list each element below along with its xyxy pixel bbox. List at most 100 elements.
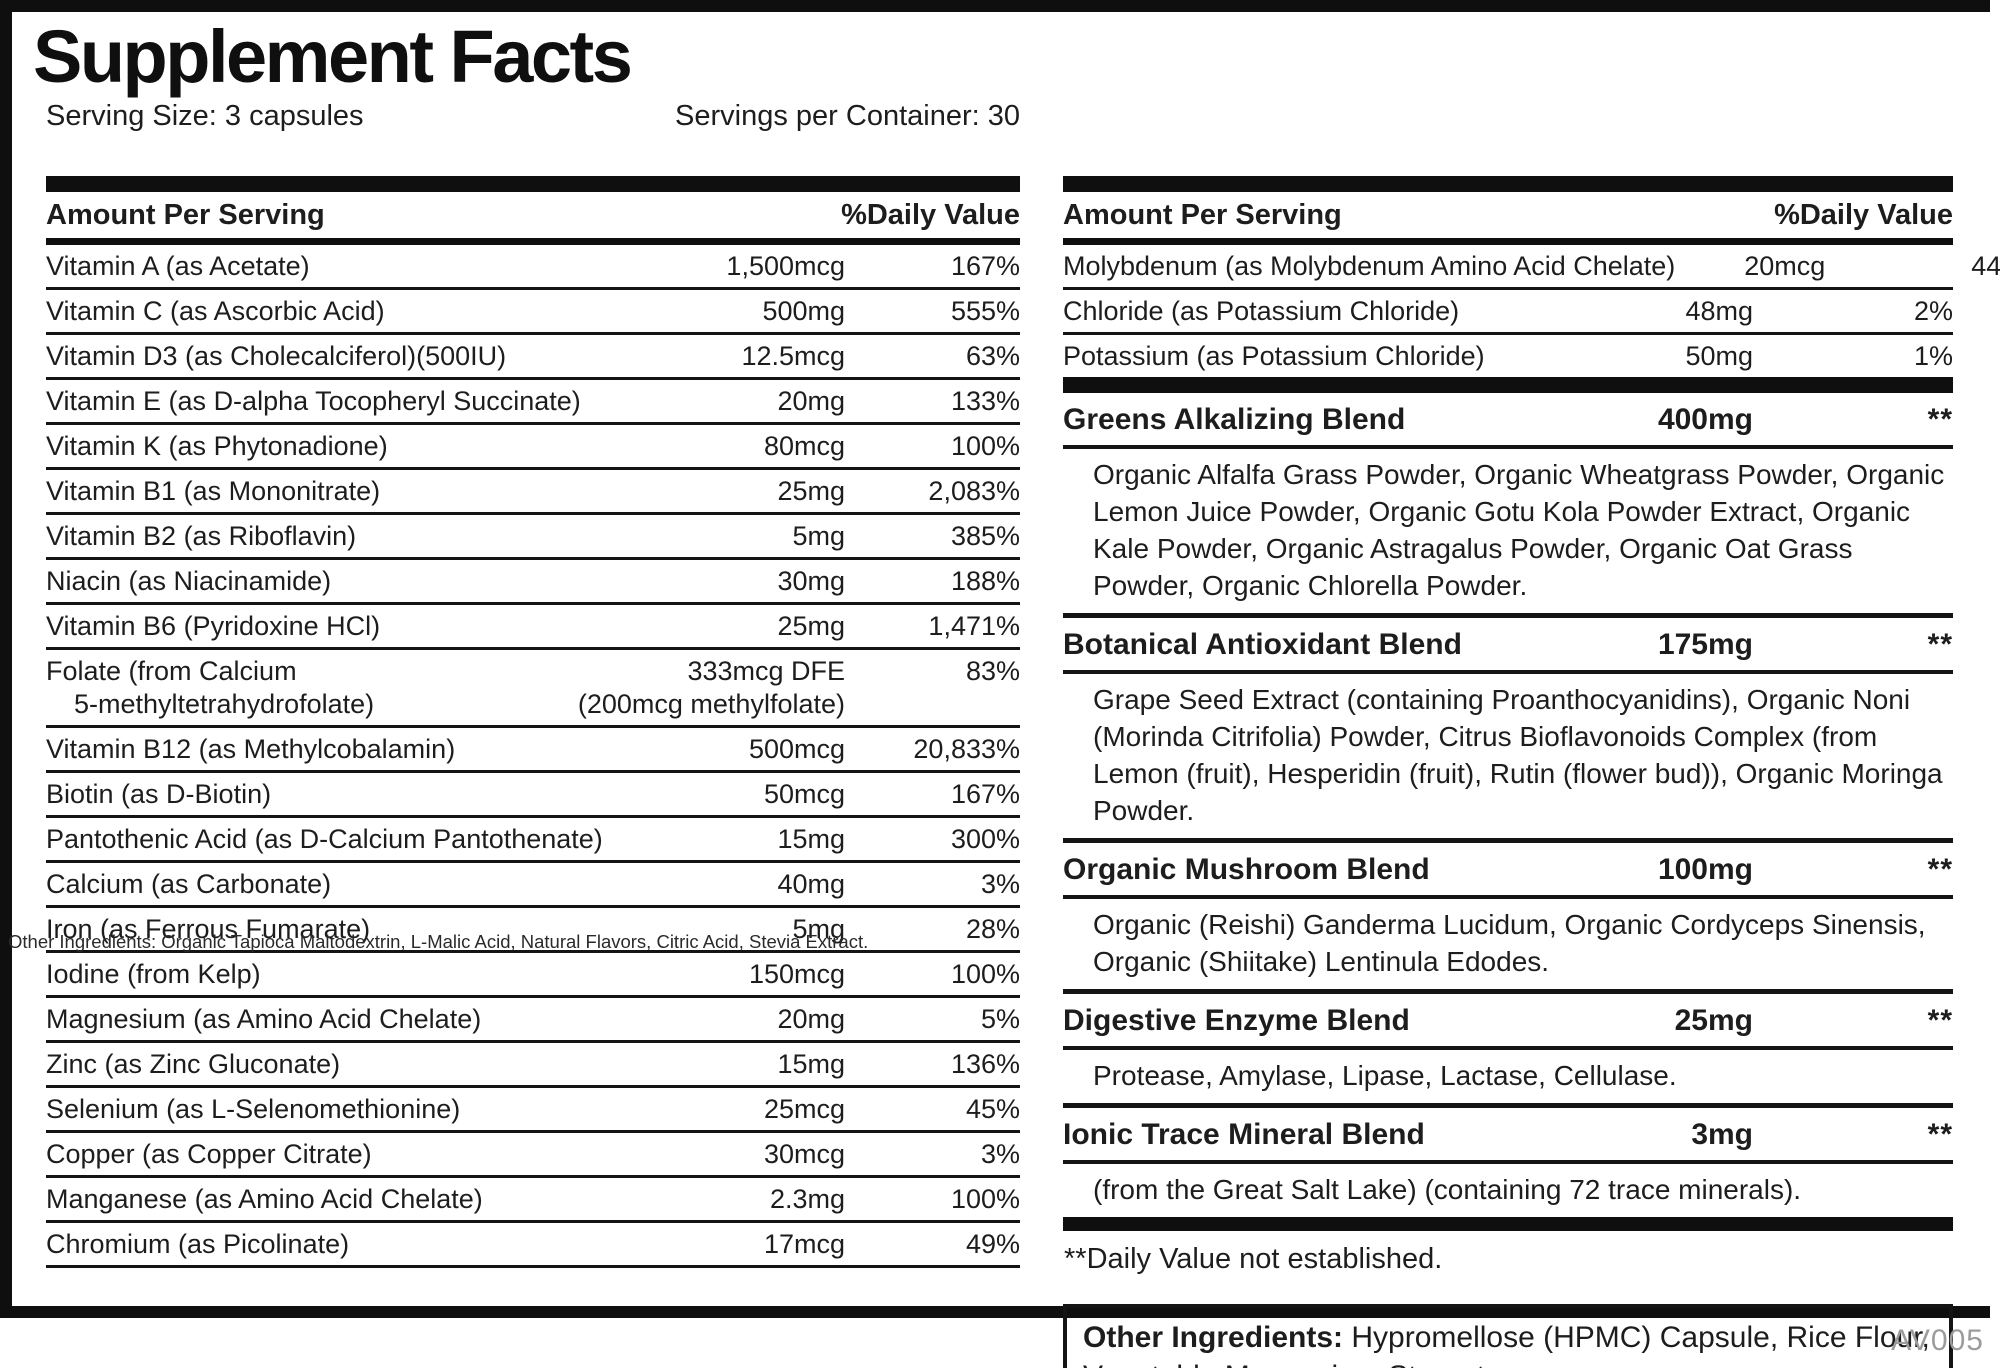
nutrient-row: Biotin (as D-Biotin) 50mcg 167%: [46, 773, 1020, 818]
blend-daily-value: **: [1927, 403, 1953, 436]
nutrient-daily-value: 385%: [950, 521, 1020, 551]
nutrient-daily-value: 2%: [1913, 296, 1953, 326]
nutrient-name: Vitamin E (as D-alpha Tocopheryl Succina…: [46, 385, 645, 418]
nutrient-daily-value: 300%: [950, 824, 1020, 854]
nutrient-name: Vitamin D3 (as Cholecalciferol)(500IU): [46, 340, 645, 373]
nutrient-name: Vitamin B2 (as Riboflavin): [46, 520, 645, 553]
nutrient-row: Vitamin B1 (as Mononitrate) 25mg 2,083%: [46, 470, 1020, 515]
blend-description: Organic Alfalfa Grass Powder, Organic Wh…: [1063, 449, 1953, 618]
right-nutrients-column: Amount Per Serving %Daily Value Molybden…: [1063, 176, 2000, 1368]
nutrient-name-line: Vitamin E (as D-alpha Tocopheryl Succina…: [46, 386, 581, 416]
nutrient-name-line: Potassium (as Potassium Chloride): [1063, 341, 1485, 371]
nutrient-row: Vitamin B6 (Pyridoxine HCl) 25mg 1,471%: [46, 605, 1020, 650]
nutrient-row: Selenium (as L-Selenomethionine) 25mcg 45%: [46, 1088, 1020, 1133]
nutrient-name-line: Molybdenum (as Molybdenum Amino Acid Che…: [1063, 251, 1676, 281]
blend-amount: 25mg: [1674, 1004, 1753, 1037]
nutrient-name: Manganese (as Amino Acid Chelate): [46, 1183, 645, 1216]
nutrient-name: Iodine (from Kelp): [46, 958, 645, 991]
blend-amount: 400mg: [1657, 403, 1753, 436]
nutrient-row: Vitamin C (as Ascorbic Acid) 500mg 555%: [46, 290, 1020, 335]
nutrient-name: Vitamin B6 (Pyridoxine HCl): [46, 610, 645, 643]
nutrient-row: Folate (from Calcium 5-methyltetrahydrofo…: [46, 650, 1020, 728]
nutrient-daily-value: 1,471%: [928, 611, 1020, 641]
blends-bottom-bar: [1063, 1217, 1953, 1231]
nutrient-name-line: Vitamin K (as Phytonadione): [46, 431, 388, 461]
nutrient-amount: 17mcg: [645, 1228, 845, 1261]
blend-header-row: Organic Mushroom Blend 100mg **: [1063, 843, 1953, 899]
nutrient-row: Chloride (as Potassium Chloride) 48mg 2%: [1063, 290, 1953, 335]
nutrient-daily-value: 28%: [965, 914, 1020, 944]
blend-description: Grape Seed Extract (containing Proanthoc…: [1063, 674, 1953, 843]
nutrient-name-line: Iodine (from Kelp): [46, 959, 261, 989]
nutrient-amount-line: 500mcg: [748, 734, 845, 764]
nutrient-amount: 25mg: [645, 610, 845, 643]
nutrient-name: Selenium (as L-Selenomethionine): [46, 1093, 645, 1126]
nutrient-name-line: Chromium (as Picolinate): [46, 1229, 350, 1259]
nutrient-amount-line: 30mg: [777, 566, 845, 596]
nutrient-daily-value: 100%: [950, 1184, 1020, 1214]
nutrient-amount-line: 80mcg: [763, 431, 845, 461]
nutrient-name: Magnesium (as Amino Acid Chelate): [46, 1003, 645, 1036]
nutrient-amount-line: 500mg: [762, 296, 845, 326]
nutrient-name-line: Zinc (as Zinc Gluconate): [46, 1049, 341, 1079]
nutrient-amount-line: 20mg: [777, 386, 845, 416]
nutrient-daily-value: 44%: [1971, 251, 2000, 281]
label-version-code: AV005: [1891, 1324, 1984, 1357]
nutrient-name-line: Vitamin B1 (as Mononitrate): [46, 476, 381, 506]
blend-name: Organic Mushroom Blend: [1063, 853, 1430, 886]
nutrient-name-line: Copper (as Copper Citrate): [46, 1139, 372, 1169]
nutrient-daily-value: 133%: [950, 386, 1020, 416]
nutrient-amount: 12.5mcg: [645, 340, 845, 373]
nutrient-amount-line: 15mg: [777, 1049, 845, 1079]
nutrient-name-line: Vitamin D3 (as Cholecalciferol)(500IU): [46, 341, 507, 371]
nutrient-row: Niacin (as Niacinamide) 30mg 188%: [46, 560, 1020, 605]
nutrient-amount-line: 50mcg: [763, 779, 845, 809]
nutrient-name: Pantothenic Acid (as D-Calcium Pantothen…: [46, 823, 645, 856]
nutrient-amount-line: 40mg: [777, 869, 845, 899]
nutrient-row: Copper (as Copper Citrate) 30mcg 3%: [46, 1133, 1020, 1178]
other-ingredients-text: Hypromellose (HPMC) Capsule, Rice Flour,…: [1083, 1321, 1930, 1368]
serving-info-row: Serving Size: 3 capsules Servings per Co…: [46, 100, 1020, 133]
nutrient-amount: 80mcg: [645, 430, 845, 463]
blend-daily-value: **: [1927, 1004, 1953, 1037]
nutrient-amount: 15mg: [645, 823, 845, 856]
nutrient-amount: 5mg: [645, 913, 845, 946]
nutrient-row: Calcium (as Carbonate) 40mg 3%: [46, 863, 1020, 908]
nutrient-daily-value: 3%: [980, 1139, 1020, 1169]
nutrient-amount: 50mcg: [645, 778, 845, 811]
other-ingredients-label: Other Ingredients:: [1083, 1321, 1344, 1354]
blend-name: Botanical Antioxidant Blend: [1063, 628, 1462, 661]
nutrient-daily-value: 83%: [965, 656, 1020, 686]
nutrient-name-line: Calcium (as Carbonate): [46, 869, 332, 899]
blend-name: Ionic Trace Mineral Blend: [1063, 1118, 1425, 1151]
nutrient-amount-line: 25mg: [777, 611, 845, 641]
blends-top-bar: [1063, 377, 1953, 393]
nutrient-row: Zinc (as Zinc Gluconate) 15mg 136%: [46, 1043, 1020, 1088]
blends-section: Greens Alkalizing Blend 400mg ** Organic Al…: [1063, 393, 1953, 1217]
nutrient-amount: 500mcg: [645, 733, 845, 766]
left-nutrients-table: Amount Per Serving %Daily Value Vitamin …: [46, 176, 1020, 1268]
blend-description: (from the Great Salt Lake) (containing 7…: [1093, 1174, 1802, 1205]
nutrient-name-line: Vitamin B12 (as Methylcobalamin): [46, 734, 456, 764]
nutrient-name: Folate (from Calcium 5-methyltetrahydrofo…: [46, 655, 645, 721]
nutrient-amount-line: 5mg: [792, 914, 845, 944]
blend-amount: 175mg: [1657, 628, 1753, 661]
nutrient-name-line: Manganese (as Amino Acid Chelate): [46, 1184, 483, 1214]
frame-bottom-border: [0, 1306, 1990, 1318]
nutrient-amount-line: 15mg: [777, 824, 845, 854]
nutrient-name-line: Vitamin C (as Ascorbic Acid): [46, 296, 385, 326]
nutrient-amount-line: 2.3mg: [769, 1184, 845, 1214]
nutrient-name: Vitamin B12 (as Methylcobalamin): [46, 733, 645, 766]
nutrient-name: Vitamin C (as Ascorbic Acid): [46, 295, 645, 328]
nutrient-row: Pantothenic Acid (as D-Calcium Pantothen…: [46, 818, 1020, 863]
serving-size: Serving Size: 3 capsules: [46, 100, 364, 132]
nutrient-daily-value: 5%: [980, 1004, 1020, 1034]
nutrient-name-line: Iron (as Ferrous Fumarate): [46, 914, 371, 944]
left-header-daily-value: %Daily Value: [841, 199, 1020, 231]
nutrient-amount: 40mg: [645, 868, 845, 901]
nutrient-name: Chromium (as Picolinate): [46, 1228, 645, 1261]
right-table-header-divider: [1063, 238, 1953, 245]
nutrient-amount: 20mcg: [1675, 250, 1825, 283]
nutrient-amount-line: 20mg: [777, 1004, 845, 1034]
nutrient-amount: 15mg: [645, 1048, 845, 1081]
